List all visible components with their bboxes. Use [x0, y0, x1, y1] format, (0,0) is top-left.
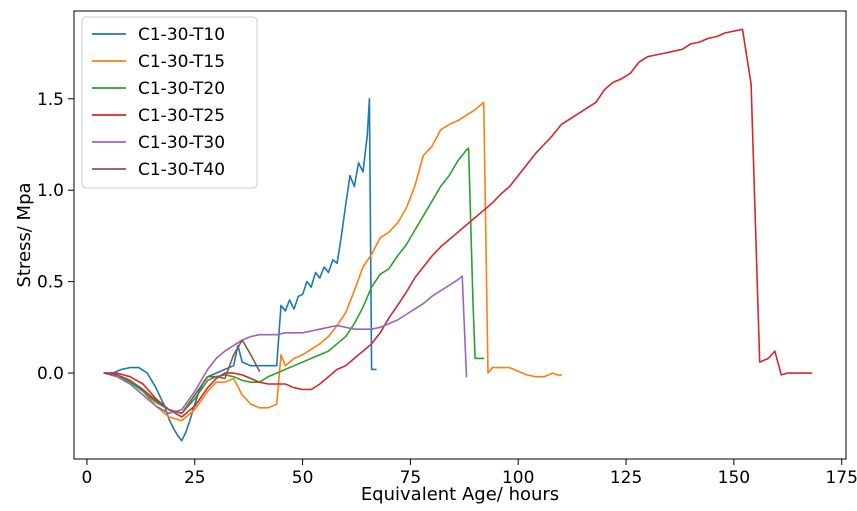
series-line-c1-30-t30 — [103, 275, 468, 415]
legend-box — [81, 16, 258, 189]
legend-label: C1-30-T30 — [138, 133, 225, 153]
y-axis: 0.0 0.5 1.0 1.5 — [37, 90, 74, 384]
x-axis-title: Equivalent Age/ hours — [361, 484, 559, 505]
legend-label: C1-30-T10 — [138, 25, 225, 45]
series-layer — [103, 28, 813, 442]
series-line-c1-30-t20 — [103, 147, 485, 415]
x-tick-label: 100 — [502, 468, 534, 488]
legend-label: C1-30-T25 — [138, 106, 225, 126]
y-tick-label: 1.0 — [37, 181, 64, 201]
x-tick-label: 175 — [825, 468, 857, 488]
y-tick-label: 0.5 — [37, 273, 64, 293]
plot-frame — [73, 10, 847, 460]
y-tick-label: 1.5 — [37, 90, 64, 110]
x-tick-label: 25 — [184, 468, 206, 488]
y-tick-label: 0.0 — [37, 364, 64, 384]
legend: C1-30-T10 C1-30-T15 C1-30-T20 C1-30-T25 C1-3… — [81, 16, 258, 189]
x-axis: 0 25 50 75 100 125 150 175 — [82, 459, 857, 488]
series-line-c1-30-t10 — [103, 98, 377, 442]
x-tick-label: 125 — [610, 468, 642, 488]
x-tick-label: 150 — [718, 468, 750, 488]
legend-label: C1-30-T15 — [138, 52, 225, 72]
x-tick-label: 75 — [400, 468, 422, 488]
x-tick-label: 0 — [82, 468, 93, 488]
legend-label: C1-30-T40 — [138, 160, 225, 180]
series-line-c1-30-t25 — [103, 28, 813, 418]
series-line-c1-30-t15 — [103, 101, 563, 422]
series-line-c1-30-t40 — [103, 339, 261, 415]
legend-label: C1-30-T20 — [138, 79, 225, 99]
x-tick-label: 50 — [292, 468, 314, 488]
y-axis-title: Stress/ Mpa — [14, 182, 35, 287]
